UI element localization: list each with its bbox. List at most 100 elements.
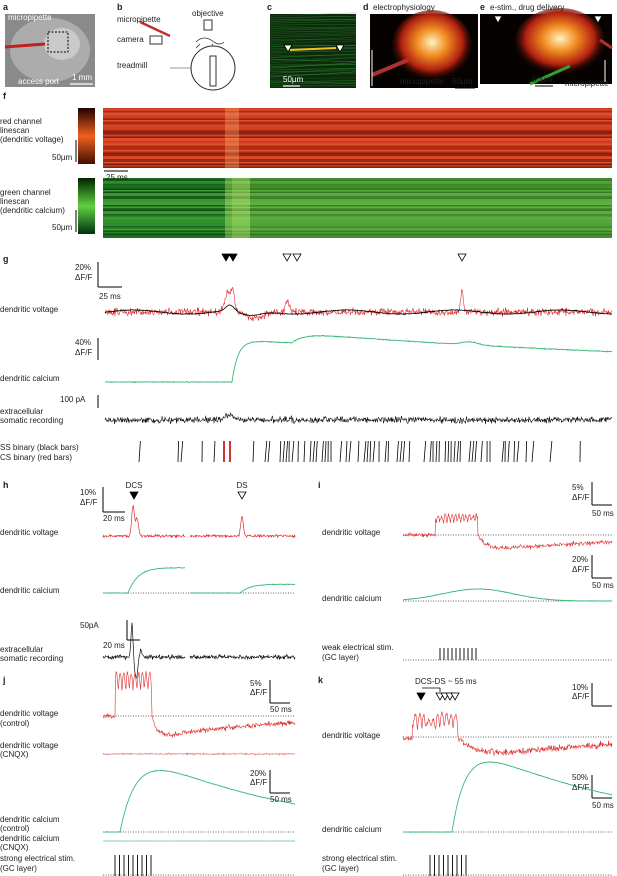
ss-bar bbox=[345, 440, 348, 463]
label: extracellular bbox=[0, 407, 43, 416]
linescan-row bbox=[103, 154, 612, 156]
ss-bar bbox=[279, 440, 282, 463]
panel-label: a bbox=[3, 2, 9, 12]
fiber bbox=[269, 80, 357, 85]
camera bbox=[149, 35, 163, 45]
linescan-row bbox=[103, 218, 612, 220]
ss-bar bbox=[456, 440, 460, 463]
label: micropipette bbox=[400, 77, 444, 86]
label: strong electrical stim. bbox=[322, 854, 397, 863]
ss-bar bbox=[177, 440, 179, 463]
linescan-row bbox=[103, 145, 612, 147]
fiber bbox=[269, 34, 357, 38]
micropipette bbox=[599, 38, 613, 50]
ss-bar bbox=[309, 440, 312, 463]
linescan-row bbox=[103, 114, 612, 116]
trace bbox=[402, 513, 613, 550]
ss-bar bbox=[138, 440, 141, 463]
label: (control) bbox=[0, 824, 30, 833]
label: DCS-DS ~ 55 ms bbox=[415, 677, 477, 686]
fiber bbox=[269, 28, 357, 30]
label: ΔF/F bbox=[572, 565, 589, 574]
linescan-row bbox=[103, 159, 612, 161]
fiber bbox=[269, 32, 357, 35]
fiber bbox=[269, 82, 357, 85]
linescan-row bbox=[103, 220, 612, 222]
marker bbox=[457, 253, 467, 262]
label: linescan bbox=[0, 126, 29, 135]
panel-label: i bbox=[318, 480, 321, 490]
ss-bar bbox=[453, 440, 456, 463]
linescan-row bbox=[103, 151, 612, 153]
linescan-row bbox=[103, 190, 612, 192]
fiber bbox=[269, 37, 357, 42]
label: dendritic calcium bbox=[0, 586, 60, 595]
label: (dendritic voltage) bbox=[0, 135, 64, 144]
linescan-row bbox=[103, 118, 612, 120]
ss-bar bbox=[369, 440, 372, 463]
fiber bbox=[269, 62, 357, 69]
linescan-row bbox=[103, 233, 612, 235]
trace bbox=[104, 334, 613, 384]
linescan-row bbox=[103, 202, 612, 204]
linescan-row bbox=[103, 124, 612, 126]
ss-bar bbox=[468, 440, 472, 463]
linescan-row bbox=[103, 160, 612, 162]
ss-bar bbox=[474, 440, 477, 463]
label: 20% bbox=[75, 263, 91, 272]
label: 50µm bbox=[283, 75, 304, 84]
label: somatic recording bbox=[0, 654, 63, 663]
fiber bbox=[269, 54, 357, 56]
linescan-row bbox=[103, 112, 612, 114]
linescan-row bbox=[103, 144, 612, 146]
label: 10% bbox=[80, 488, 96, 497]
marker bbox=[129, 491, 139, 500]
linescan-row bbox=[103, 133, 612, 135]
linescan-row bbox=[103, 230, 612, 232]
label: dendritic voltage bbox=[0, 709, 59, 718]
ss-bar bbox=[423, 440, 427, 463]
linescan-row bbox=[103, 191, 612, 193]
ss-bar bbox=[213, 440, 216, 463]
fiber bbox=[269, 18, 357, 22]
linescan-row bbox=[103, 165, 612, 167]
label: 50% bbox=[572, 773, 588, 782]
linescan-row bbox=[103, 208, 612, 210]
label: objective bbox=[192, 9, 224, 18]
ss-bar bbox=[321, 440, 324, 463]
linescan-row bbox=[103, 224, 612, 226]
linescan-row bbox=[103, 111, 612, 113]
ss-bar bbox=[384, 440, 387, 463]
ss-bar bbox=[549, 440, 553, 463]
trace bbox=[102, 622, 186, 679]
label: ΔF/F bbox=[572, 692, 589, 701]
label: ΔF/F bbox=[572, 493, 589, 502]
label: access port bbox=[18, 77, 60, 86]
fiber bbox=[269, 57, 357, 64]
ss-bar bbox=[357, 440, 360, 463]
label: ΔF/F bbox=[80, 498, 97, 507]
ss-bar bbox=[471, 440, 475, 463]
ss-bar bbox=[516, 440, 520, 463]
label: green channel bbox=[0, 188, 51, 197]
label: strong electrical stim. bbox=[0, 854, 75, 863]
fiber bbox=[269, 20, 357, 24]
label: (GC layer) bbox=[0, 864, 37, 873]
label: 25 ms bbox=[99, 292, 121, 301]
ss-bar bbox=[348, 440, 352, 463]
linescan-row bbox=[103, 148, 612, 150]
fiber bbox=[269, 33, 357, 37]
linescan-row bbox=[103, 236, 612, 238]
linescan bbox=[103, 178, 612, 238]
linescan-row bbox=[103, 129, 612, 131]
ss-bar bbox=[444, 440, 447, 463]
marker bbox=[282, 253, 292, 262]
trace bbox=[402, 761, 613, 834]
label: 50 ms bbox=[592, 581, 614, 590]
linescan-row bbox=[103, 127, 612, 129]
label: 40% bbox=[75, 338, 91, 347]
linescan-row bbox=[103, 205, 612, 207]
ss-bar bbox=[513, 440, 515, 463]
label: 50 ms bbox=[592, 801, 614, 810]
fiber bbox=[269, 50, 357, 53]
